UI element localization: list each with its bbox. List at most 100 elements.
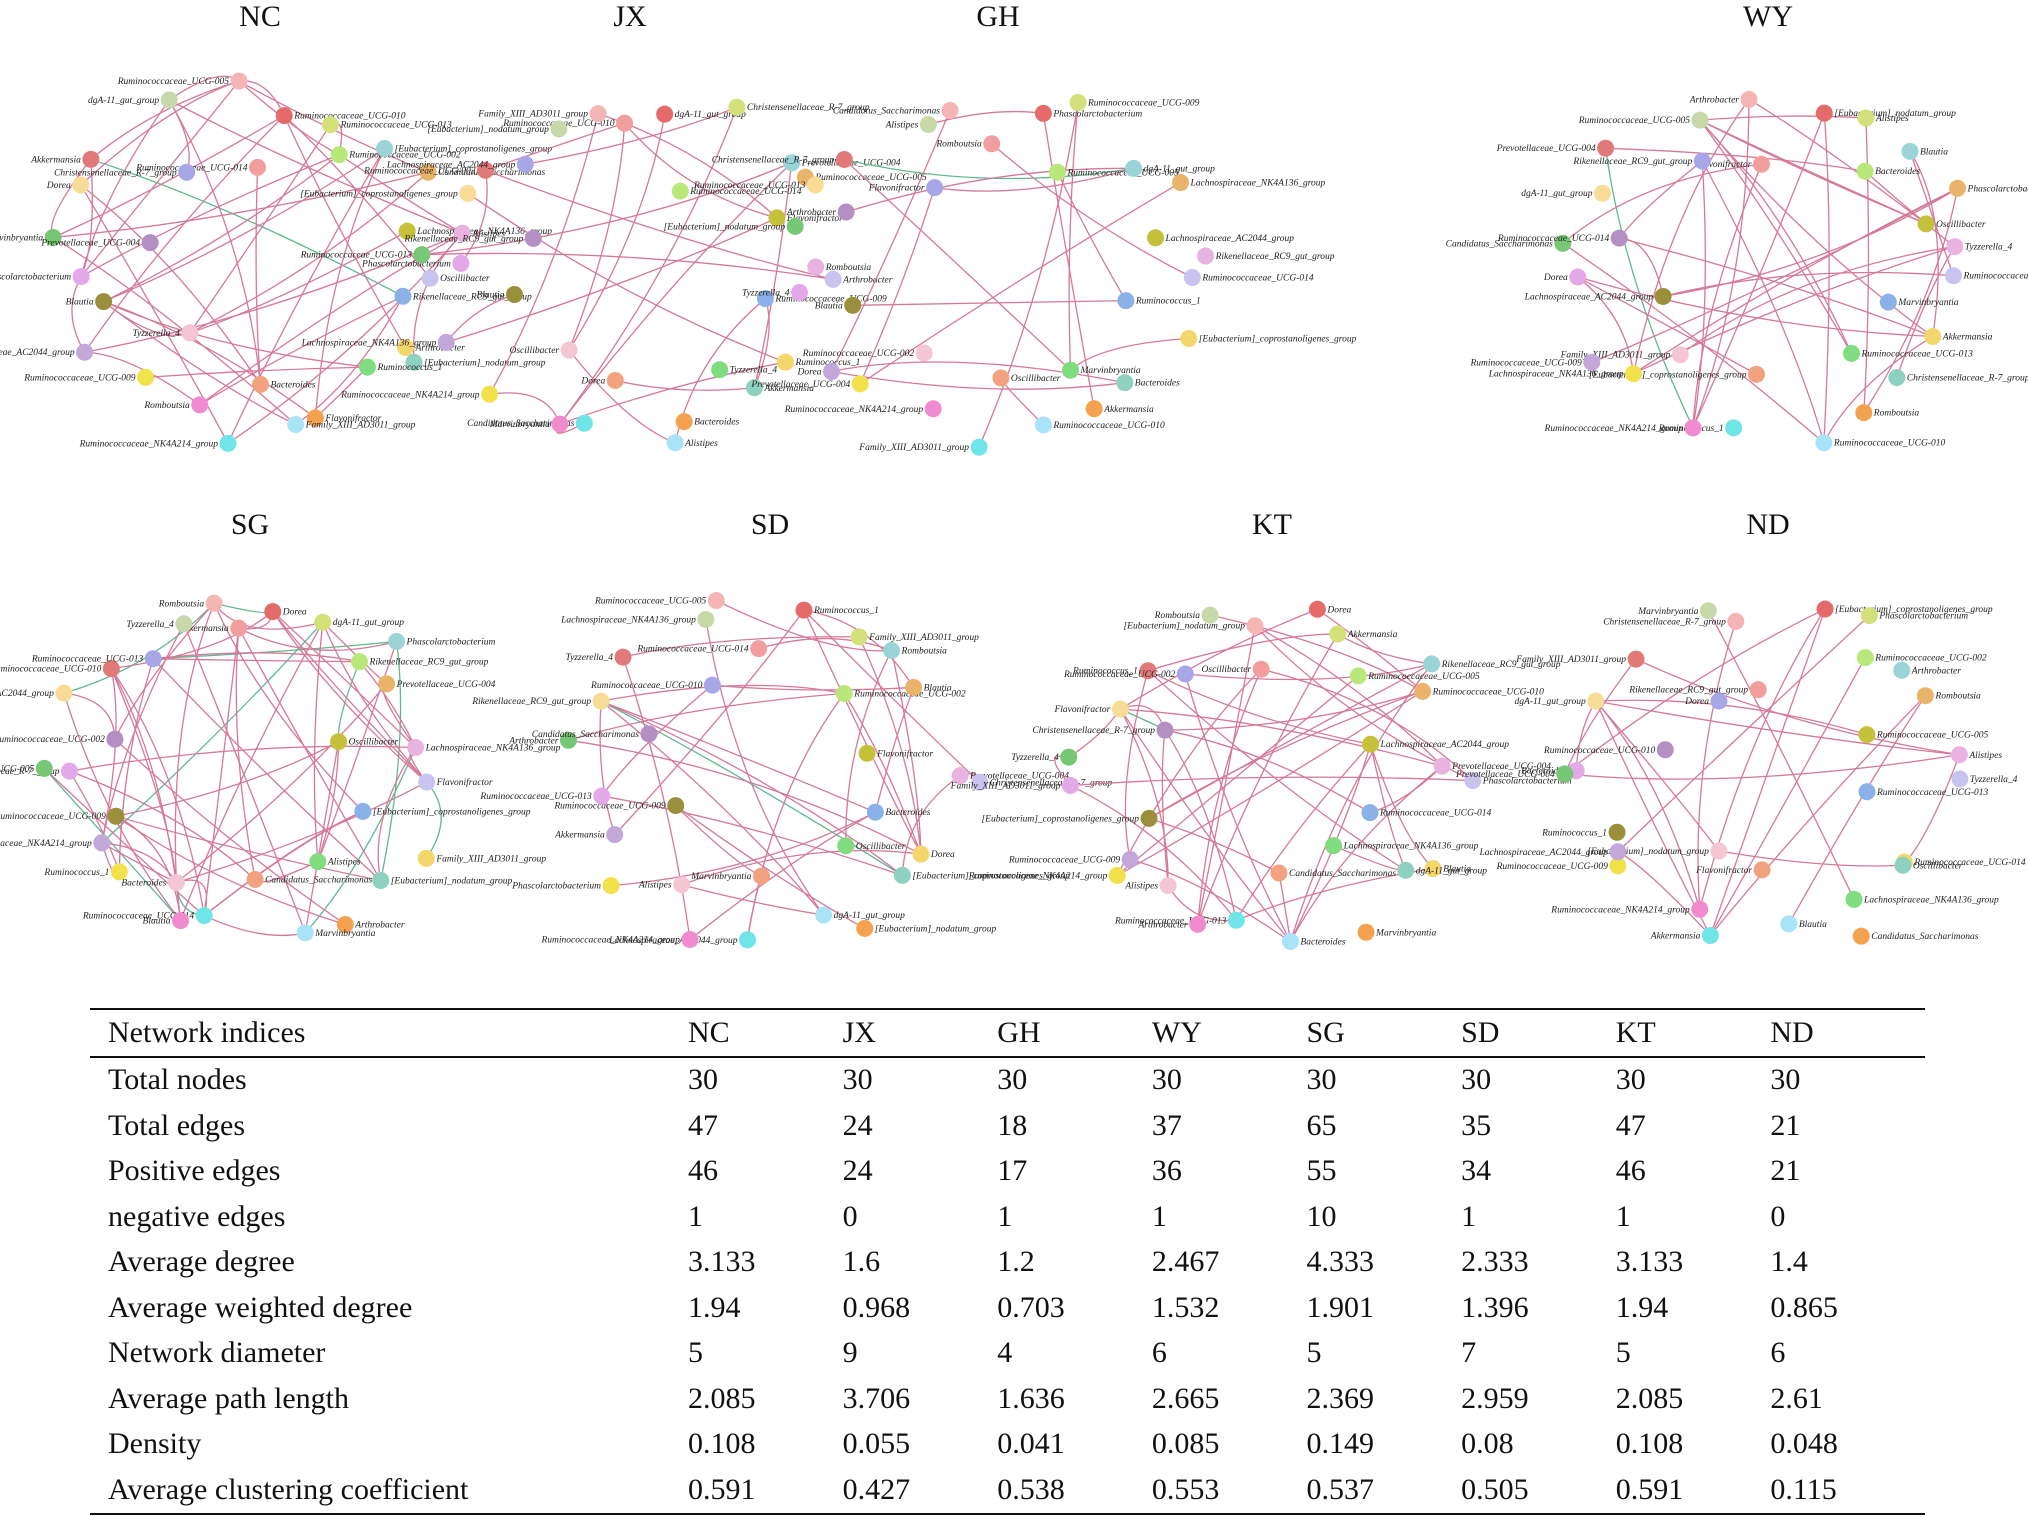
node-label: Bacteroides xyxy=(1300,938,1345,948)
positive-edge xyxy=(272,611,428,783)
table-cell: 0.427 xyxy=(842,1472,911,1506)
node-label: Flavonifractor xyxy=(324,413,381,424)
network-node: Ruminococcaceae_UCG-009 xyxy=(1069,94,1200,112)
network-node: Akkermansia xyxy=(1924,327,1993,345)
node-circle xyxy=(1671,346,1689,364)
node-circle xyxy=(1693,152,1711,170)
node-circle xyxy=(1901,142,1919,160)
node-circle xyxy=(667,797,685,815)
node-circle xyxy=(306,409,324,427)
node-label: Ruminococcaceae_UCG-013 xyxy=(31,655,144,665)
node-label: Ruminococcaceae_UCG-009 xyxy=(1469,358,1582,368)
network-node: Phascolarctobacterium xyxy=(1949,179,2028,197)
table-cell: 30 xyxy=(997,1063,1028,1097)
node-label: Lachnospiraceae_AC2044_group xyxy=(0,689,54,699)
node-circle xyxy=(397,339,415,357)
network-node: [Eubacterium]_nodatum_group xyxy=(1587,842,1728,860)
node-circle xyxy=(856,919,874,937)
positive-edge xyxy=(568,739,922,855)
table-cell: 1.636 xyxy=(997,1381,1065,1415)
positive-edge xyxy=(115,815,346,926)
positive-edge xyxy=(1000,377,1044,426)
positive-edge xyxy=(831,370,1125,390)
node-label: Ruminococcaceae_UCG-009 xyxy=(1008,855,1121,865)
table-cell: 0.505 xyxy=(1461,1472,1529,1506)
node-label: Lachnospiraceae_AC2044_group xyxy=(1165,234,1295,244)
positive-edge xyxy=(934,167,1134,192)
node-circle xyxy=(756,290,774,308)
positive-edge xyxy=(559,361,786,425)
positive-edge xyxy=(179,621,324,921)
positive-edge xyxy=(1562,242,1825,444)
table-cell: 30 xyxy=(1151,1063,1182,1097)
node-circle xyxy=(1048,163,1066,181)
node-label: [Eubacterium]_nodatum_group xyxy=(1123,622,1245,632)
positive-edge xyxy=(525,106,738,165)
row-label: Total nodes xyxy=(108,1063,247,1097)
negative-edge xyxy=(337,661,361,742)
network-node: Rikenellaceae_RC9_gut_group xyxy=(1423,655,1561,673)
network-node: Christensenellaceae_R-7_group xyxy=(54,163,196,181)
node-label: Ruminococcus_1 xyxy=(813,606,879,616)
table-cell: 1.94 xyxy=(688,1290,741,1324)
node-circle xyxy=(656,105,674,123)
table-cell: 47 xyxy=(1615,1108,1646,1142)
network-node: Flavonifractor xyxy=(868,179,944,197)
table-cell: 0.591 xyxy=(688,1472,756,1506)
node-label: Lachnospiraceae_NK4A136_group xyxy=(425,744,561,754)
network-node: Lachnospiraceae_NK4A136_group xyxy=(1172,174,1326,192)
node-circle xyxy=(728,98,746,116)
node-circle xyxy=(452,254,470,272)
row-label: Density xyxy=(108,1427,202,1461)
node-label: Romboutsia xyxy=(1154,611,1201,621)
positive-edge xyxy=(52,236,297,425)
positive-edge xyxy=(1148,817,1280,874)
network-node: Ruminococcaceae_UCG-010 xyxy=(0,660,120,678)
positive-edge xyxy=(1707,610,1855,900)
network-node: Candidatus_Saccharimonas xyxy=(833,101,959,119)
column-header: NC xyxy=(688,1015,730,1049)
node-label: Romboutsia xyxy=(901,647,948,657)
network-node: Phascolarctobacterium xyxy=(1034,104,1142,122)
negative-edge xyxy=(213,602,274,614)
network-node: Family_XIII_AD3011_group xyxy=(417,849,546,867)
node-label: Christensenellaceae_R-7_group xyxy=(1907,374,2028,384)
node-label: Rikenellaceae_RC9_gut_group xyxy=(412,292,532,302)
node-label: Phascolarctobacterium xyxy=(1052,109,1142,119)
positive-edge xyxy=(859,187,936,385)
node-circle xyxy=(912,845,930,863)
table-cell: 36 xyxy=(1151,1154,1182,1188)
positive-edge xyxy=(599,701,616,835)
node-circle xyxy=(1201,606,1219,624)
positive-edge xyxy=(103,147,385,303)
node-label: Akkermansia xyxy=(1103,405,1154,415)
network-node: Ruminococcaceae_UCG-005 xyxy=(1349,667,1480,685)
node-circle xyxy=(321,116,339,134)
node-label: Candidatus_Saccharimonas xyxy=(1446,239,1553,249)
positive-edge xyxy=(1823,113,1830,443)
node-label: Ruminococcaceae_UCG-013 xyxy=(339,121,452,131)
positive-edge xyxy=(1124,670,1149,860)
table-cell: 0.048 xyxy=(1770,1427,1838,1461)
network-panel-sd: SD Ruminococcaceae_UCG-014 Ruminococcus_1… xyxy=(471,508,1113,1008)
positive-edge xyxy=(53,171,429,239)
network-node: Marvinbryantia xyxy=(296,924,376,942)
node-circle xyxy=(1727,612,1745,630)
node-circle xyxy=(61,762,79,780)
positive-edge xyxy=(803,609,981,783)
positive-edge xyxy=(485,122,625,171)
table-cell: 18 xyxy=(997,1108,1028,1142)
node-circle xyxy=(837,203,855,221)
table-cell: 1 xyxy=(1151,1199,1167,1233)
positive-edge xyxy=(1595,700,1701,910)
node-label: Ruminococcaceae_UCG-014 xyxy=(636,645,749,655)
network-node: Ruminococcaceae_UCG-002 xyxy=(1856,649,1987,667)
node-label: Ruminococcaceae_UCG-013 xyxy=(1861,349,1974,359)
node-circle xyxy=(1325,837,1343,855)
node-label: Ruminococcaceae_UCG-013 xyxy=(693,181,806,191)
network-node: [Eubacterium]_nodatum_group xyxy=(427,120,568,138)
node-circle xyxy=(398,222,416,240)
table-cell: 3.133 xyxy=(1615,1245,1684,1279)
node-label: Family_XIII_AD3011_group xyxy=(305,420,416,430)
table-cell: 30 xyxy=(1461,1063,1492,1097)
